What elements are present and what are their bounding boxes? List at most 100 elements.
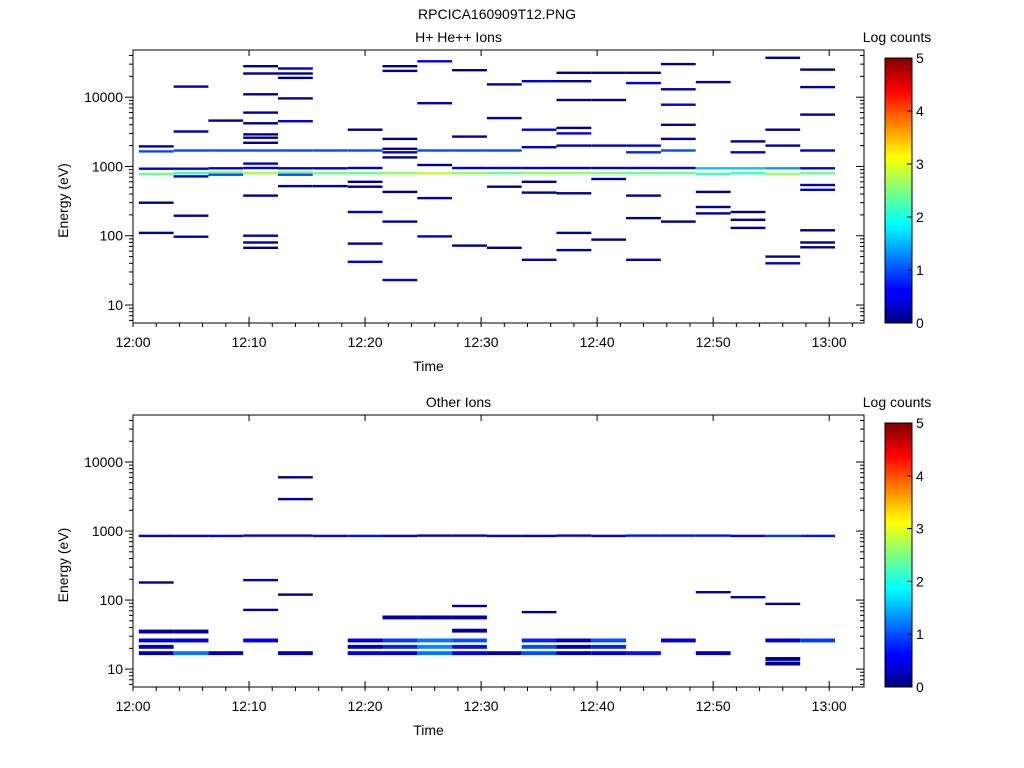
plot-frame <box>132 414 865 688</box>
heatmap-cell <box>417 60 453 63</box>
heatmap-cell <box>730 172 766 175</box>
x-tick-label: 12:30 <box>464 334 499 350</box>
x-tick-label: 12:50 <box>696 698 731 714</box>
y-tick-label: 10000 <box>84 89 123 105</box>
heatmap-cell <box>521 172 557 175</box>
heatmap-cell <box>278 67 313 70</box>
plot-frame <box>132 49 865 324</box>
heatmap-cell <box>556 144 592 147</box>
heatmap-cell <box>173 638 209 643</box>
x-tick-label: 12:10 <box>232 334 267 350</box>
y-axis-label: Energy (eV) <box>55 528 71 603</box>
x-tick-label: 13:00 <box>812 698 847 714</box>
heatmap-cell <box>626 534 661 537</box>
heatmap-cell <box>521 644 557 649</box>
heatmap-cell <box>173 85 209 88</box>
heatmap-cell <box>556 248 592 252</box>
heatmap-cell <box>800 85 835 89</box>
heatmap-cell <box>208 167 244 170</box>
heatmap-cell <box>278 72 313 75</box>
heatmap-cell <box>660 638 696 643</box>
heatmap-cell <box>243 638 278 643</box>
heatmap-cell <box>347 180 383 183</box>
heatmap-cell <box>208 119 244 122</box>
heatmap-cell <box>243 194 278 197</box>
heatmap-cell <box>765 534 801 538</box>
heatmap-cell <box>800 113 835 116</box>
heatmap-cell <box>173 167 209 170</box>
x-tick-label: 12:20 <box>348 698 383 714</box>
heatmap-cell <box>208 171 244 174</box>
heatmap-cell <box>800 149 835 152</box>
heatmap-cell <box>173 534 209 538</box>
heatmap-cell <box>800 229 835 232</box>
heatmap-cell <box>138 150 174 153</box>
heatmap-cell <box>452 651 487 656</box>
heatmap-cell <box>800 183 835 187</box>
heatmap-cell <box>591 98 627 102</box>
heatmap-cell <box>660 88 696 91</box>
heatmap-cell <box>243 234 278 237</box>
heatmap-cell <box>312 172 348 175</box>
heatmap-cell <box>243 111 278 114</box>
colorbar <box>884 422 913 688</box>
x-tick-label: 12:00 <box>115 698 150 714</box>
heatmap-cell <box>521 610 557 614</box>
heatmap-cell <box>347 172 383 175</box>
heatmap-cell <box>382 151 418 154</box>
heatmap-cell <box>138 651 174 656</box>
heatmap-cell <box>730 534 766 538</box>
heatmap-cell <box>521 128 557 131</box>
heatmap-cell <box>486 83 522 86</box>
heatmap-cell <box>556 71 592 74</box>
heatmap-cell <box>591 144 627 147</box>
heatmap-cell <box>626 258 661 261</box>
heatmap-cell <box>417 615 453 620</box>
heatmap-cell <box>347 242 383 245</box>
heatmap-cell <box>452 172 487 175</box>
heatmap-cell <box>626 194 661 197</box>
heatmap-cell <box>173 235 209 238</box>
heatmap-cell <box>138 581 174 584</box>
heatmap-cell <box>452 69 487 72</box>
heatmap-cell <box>173 149 209 152</box>
heatmap-cell <box>278 173 313 176</box>
heatmap-cell <box>278 184 313 188</box>
heatmap-cell <box>556 126 592 130</box>
heatmap-cell <box>278 167 313 170</box>
heatmap-cell <box>660 534 696 537</box>
heatmap-cell <box>521 180 557 183</box>
x-tick-label: 12:30 <box>464 698 499 714</box>
y-axis-label: Energy (eV) <box>55 163 71 238</box>
heatmap-cell <box>626 651 661 656</box>
heatmap-cell <box>452 628 487 633</box>
heatmap-cell <box>765 262 801 265</box>
colorbar-tick-label: 0 <box>916 315 924 331</box>
heatmap-cell <box>521 638 557 643</box>
panel-title: Other Ions <box>426 394 491 410</box>
heatmap-cell <box>591 638 627 643</box>
heatmap-cell <box>382 172 418 175</box>
heatmap-cell <box>417 163 453 167</box>
colorbar-tick-label: 1 <box>916 262 924 278</box>
heatmap-cell <box>173 172 209 175</box>
heatmap-cell <box>382 644 418 649</box>
heatmap-cell <box>556 132 592 135</box>
heatmap-cell <box>243 534 278 537</box>
heatmap-cell <box>417 102 453 105</box>
heatmap-cell <box>138 629 174 634</box>
heatmap-cell <box>765 128 801 131</box>
heatmap-cell <box>521 258 557 261</box>
heatmap-cell <box>486 534 522 538</box>
colorbar-tick-label: 5 <box>916 415 924 431</box>
heatmap-cell <box>312 167 348 170</box>
heatmap-cell <box>591 177 627 181</box>
heatmap-cell <box>660 137 696 141</box>
heatmap-cell <box>730 140 766 143</box>
y-tick-label: 100 <box>100 228 124 244</box>
heatmap-cell <box>521 191 557 194</box>
heatmap-cell <box>278 171 313 174</box>
heatmap-cell <box>452 615 487 620</box>
heatmap-cell <box>765 638 801 643</box>
y-tick-label: 1000 <box>92 523 123 539</box>
